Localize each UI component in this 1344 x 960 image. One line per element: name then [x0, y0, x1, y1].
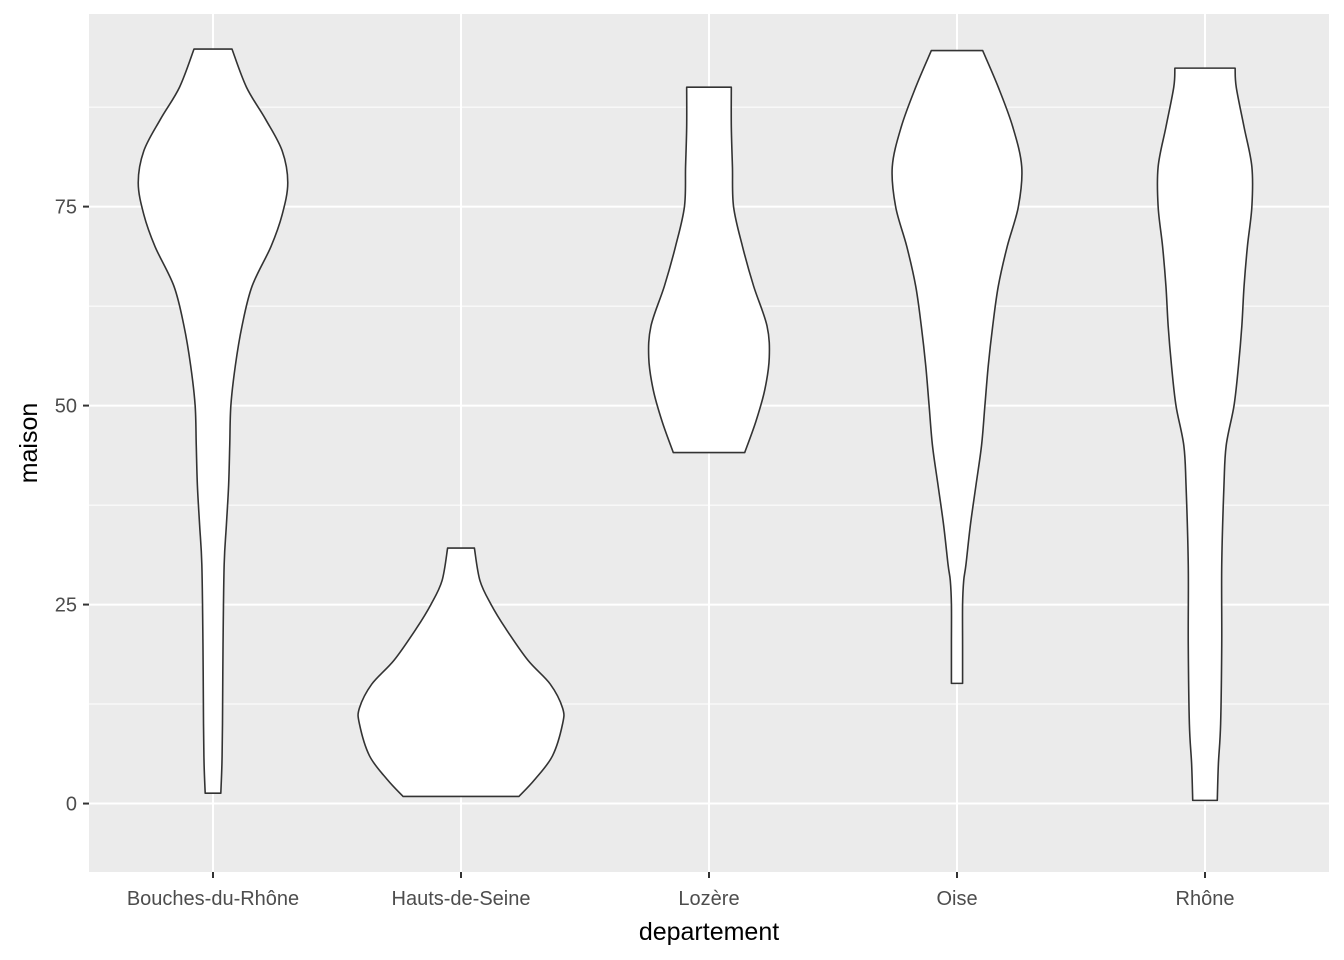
violins [137, 48, 1254, 802]
violin-oise [891, 49, 1023, 685]
x-tick-label: Oise [936, 888, 977, 910]
violin-rhone [1156, 67, 1254, 802]
violin-lozere [647, 86, 771, 454]
y-tick-label: 0 [66, 794, 77, 816]
x-tick-label: Rhône [1176, 888, 1235, 910]
y-tick-label: 25 [55, 595, 77, 617]
x-axis: Bouches-du-Rhône Hauts-de-Seine Lozère Oise… [127, 872, 1235, 910]
x-axis-title: departement [639, 918, 779, 946]
y-axis: 0 25 50 75 [55, 197, 89, 816]
x-tick-label: Hauts-de-Seine [392, 888, 531, 910]
y-axis-title: maison [15, 403, 43, 484]
violin-bouches-du-rhone [137, 48, 289, 794]
x-tick-label: Lozère [678, 888, 739, 910]
y-tick-label: 75 [55, 197, 77, 219]
violin-hauts-de-seine [357, 547, 565, 798]
y-tick-label: 50 [55, 396, 77, 418]
x-tick-label: Bouches-du-Rhône [127, 888, 299, 910]
